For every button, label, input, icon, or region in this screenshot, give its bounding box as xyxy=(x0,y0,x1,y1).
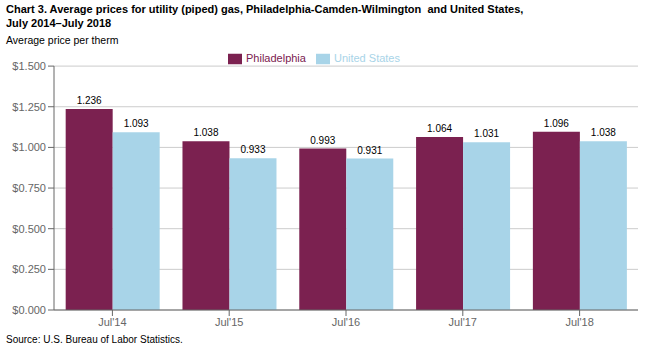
svg-text:1.031: 1.031 xyxy=(474,128,499,139)
svg-text:Jul'14: Jul'14 xyxy=(98,316,126,328)
svg-text:0.931: 0.931 xyxy=(357,145,382,156)
svg-text:$1.250: $1.250 xyxy=(12,101,46,113)
svg-text:$1.000: $1.000 xyxy=(12,141,46,153)
svg-text:$0.000: $0.000 xyxy=(12,304,46,316)
svg-text:$1.500: $1.500 xyxy=(12,60,46,72)
html-text:Average price per therm: Average price per therm xyxy=(6,34,119,46)
svg-text:1.093: 1.093 xyxy=(124,118,149,129)
svg-text:Jul'17: Jul'17 xyxy=(449,316,477,328)
svg-text:1.038: 1.038 xyxy=(193,127,218,138)
svg-text:0.933: 0.933 xyxy=(240,144,265,155)
svg-text:1.064: 1.064 xyxy=(427,123,452,134)
html-text:July 2014–July 2018: July 2014–July 2018 xyxy=(6,17,112,29)
svg-text:1.038: 1.038 xyxy=(591,127,616,138)
html-text:Chart 3. Average prices for ut: Chart 3. Average prices for utility (pip… xyxy=(6,3,524,15)
svg-text:$0.500: $0.500 xyxy=(12,223,46,235)
svg-text:$0.750: $0.750 xyxy=(12,182,46,194)
svg-text:Jul'18: Jul'18 xyxy=(565,316,593,328)
svg-text:1.096: 1.096 xyxy=(544,118,569,129)
svg-text:1.236: 1.236 xyxy=(77,95,102,106)
html-text:Philadelphia: Philadelphia xyxy=(246,52,306,64)
svg-text:$0.250: $0.250 xyxy=(12,263,46,275)
svg-text:Jul'16: Jul'16 xyxy=(332,316,360,328)
svg-text:Jul'15: Jul'15 xyxy=(215,316,243,328)
html-text:United States: United States xyxy=(333,52,400,64)
html-text:Source: U.S. Bureau of Labor S: Source: U.S. Bureau of Labor Statistics. xyxy=(6,334,183,345)
svg-text:0.993: 0.993 xyxy=(310,135,335,146)
